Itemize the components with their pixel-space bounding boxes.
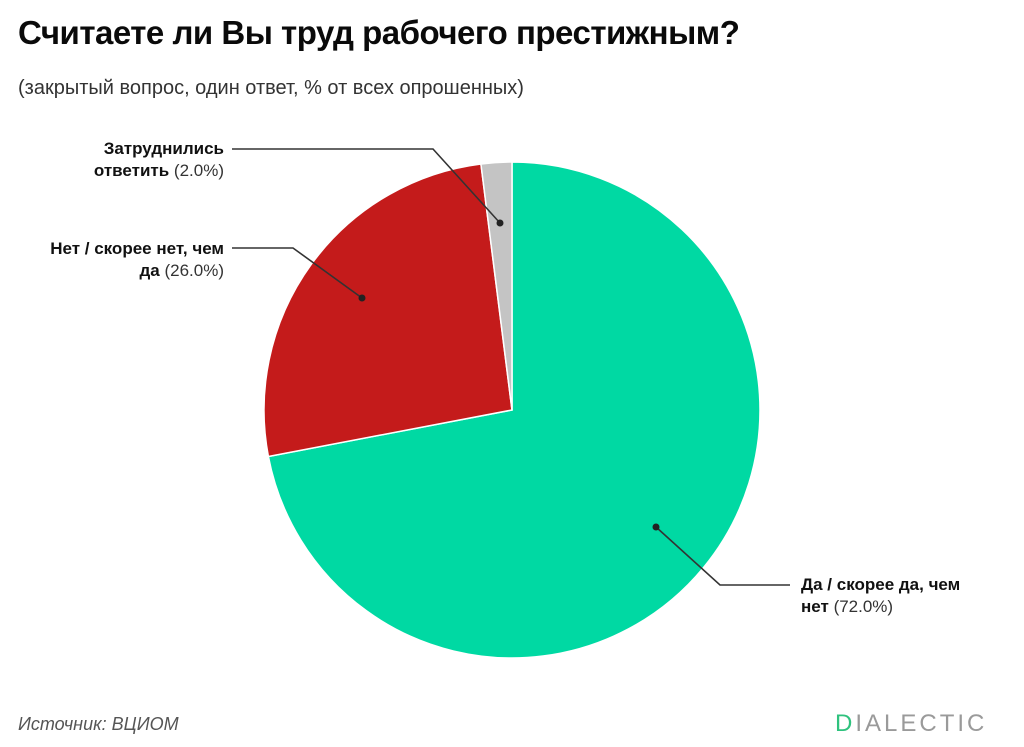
slice-no <box>263 163 513 458</box>
label-no-name: Нет / скорее нет, чем <box>50 239 224 258</box>
dialectic-logo: DIALECTIC <box>835 710 987 738</box>
label-hard-pct: (2.0%) <box>173 161 224 180</box>
marker-dot-yes <box>652 523 660 531</box>
chart-title: Считаете ли Вы труд рабочего престижным? <box>18 14 740 51</box>
label-yes: Да / скорее да, чем нет (72.0%) <box>801 574 960 618</box>
label-yes-pct: (72.0%) <box>833 597 894 616</box>
label-yes-name: Да / скорее да, чем <box>801 575 961 594</box>
label-no: Нет / скорее нет, чем да (26.0%) <box>50 238 224 282</box>
chart-subtitle: (закрытый вопрос, один ответ, % от всех … <box>18 77 524 99</box>
leader-line-yes <box>655 526 790 586</box>
label-no-name2: да <box>139 261 160 280</box>
label-hard: Затруднились ответить (2.0%) <box>94 138 224 182</box>
logo-d: D <box>835 710 856 737</box>
leader-line-hard <box>232 148 501 224</box>
logo-rest: IALECTIC <box>855 710 988 737</box>
label-no-pct: (26.0%) <box>164 261 224 280</box>
label-hard-name: Затруднились <box>103 139 224 158</box>
source-note: Источник: ВЦИОМ <box>18 714 179 734</box>
label-hard-name2: ответить <box>93 161 170 180</box>
marker-dot-no <box>358 294 366 302</box>
label-yes-name2: нет <box>801 597 829 616</box>
slice-yes <box>267 161 761 659</box>
slice-hard <box>480 161 513 411</box>
leader-line-no <box>232 247 363 299</box>
marker-dot-hard <box>496 219 504 227</box>
